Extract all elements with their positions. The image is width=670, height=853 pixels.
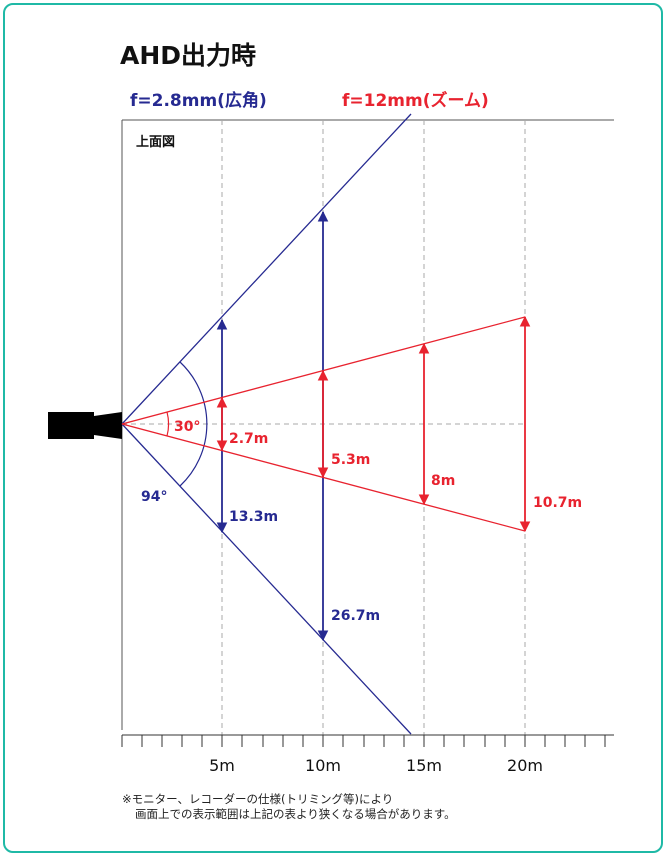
tele-angle-label: 30°	[174, 419, 200, 435]
scale-label-5m: 5m	[209, 756, 235, 775]
wide-fov-lower-edge	[121, 423, 412, 735]
wide-angle-label: 94°	[141, 489, 167, 505]
diagram-title: AHD出力時	[120, 41, 257, 70]
tele-width-20m-label: 10.7m	[533, 495, 582, 511]
wide-angle-arc	[179, 361, 208, 487]
tele-width-5m-label: 2.7m	[229, 431, 268, 447]
wide-lens-label: f=2.8mm(広角)	[130, 91, 267, 111]
view-label: 上面図	[136, 135, 175, 150]
field-of-view-diagram: 5m 10m 15m 20m 上面図 94° 13.3m 26.7m 30° 2…	[48, 113, 614, 775]
tele-lens-label: f=12mm(ズーム)	[342, 91, 489, 111]
wide-fov-upper-edge	[121, 113, 412, 425]
scale-label-15m: 15m	[406, 756, 442, 775]
tele-angle-arc	[166, 411, 170, 437]
wide-width-10m-label: 26.7m	[331, 608, 380, 624]
footnote-line-1: ※モニター、レコーダーの仕様(トリミング等)により	[122, 792, 394, 806]
camera-icon	[48, 412, 122, 439]
scale-ticks	[121, 735, 606, 747]
scale-label-10m: 10m	[305, 756, 341, 775]
tele-width-10m-label: 5.3m	[331, 452, 370, 468]
footnote: ※モニター、レコーダーの仕様(トリミング等)により 画面上での表示範囲は上記の表…	[122, 792, 456, 822]
wide-width-5m-label: 13.3m	[229, 509, 278, 525]
scale-label-20m: 20m	[507, 756, 543, 775]
tele-width-15m-label: 8m	[431, 473, 455, 489]
footnote-line-2: 画面上での表示範囲は上記の表より狭くなる場合があります。	[135, 807, 456, 821]
